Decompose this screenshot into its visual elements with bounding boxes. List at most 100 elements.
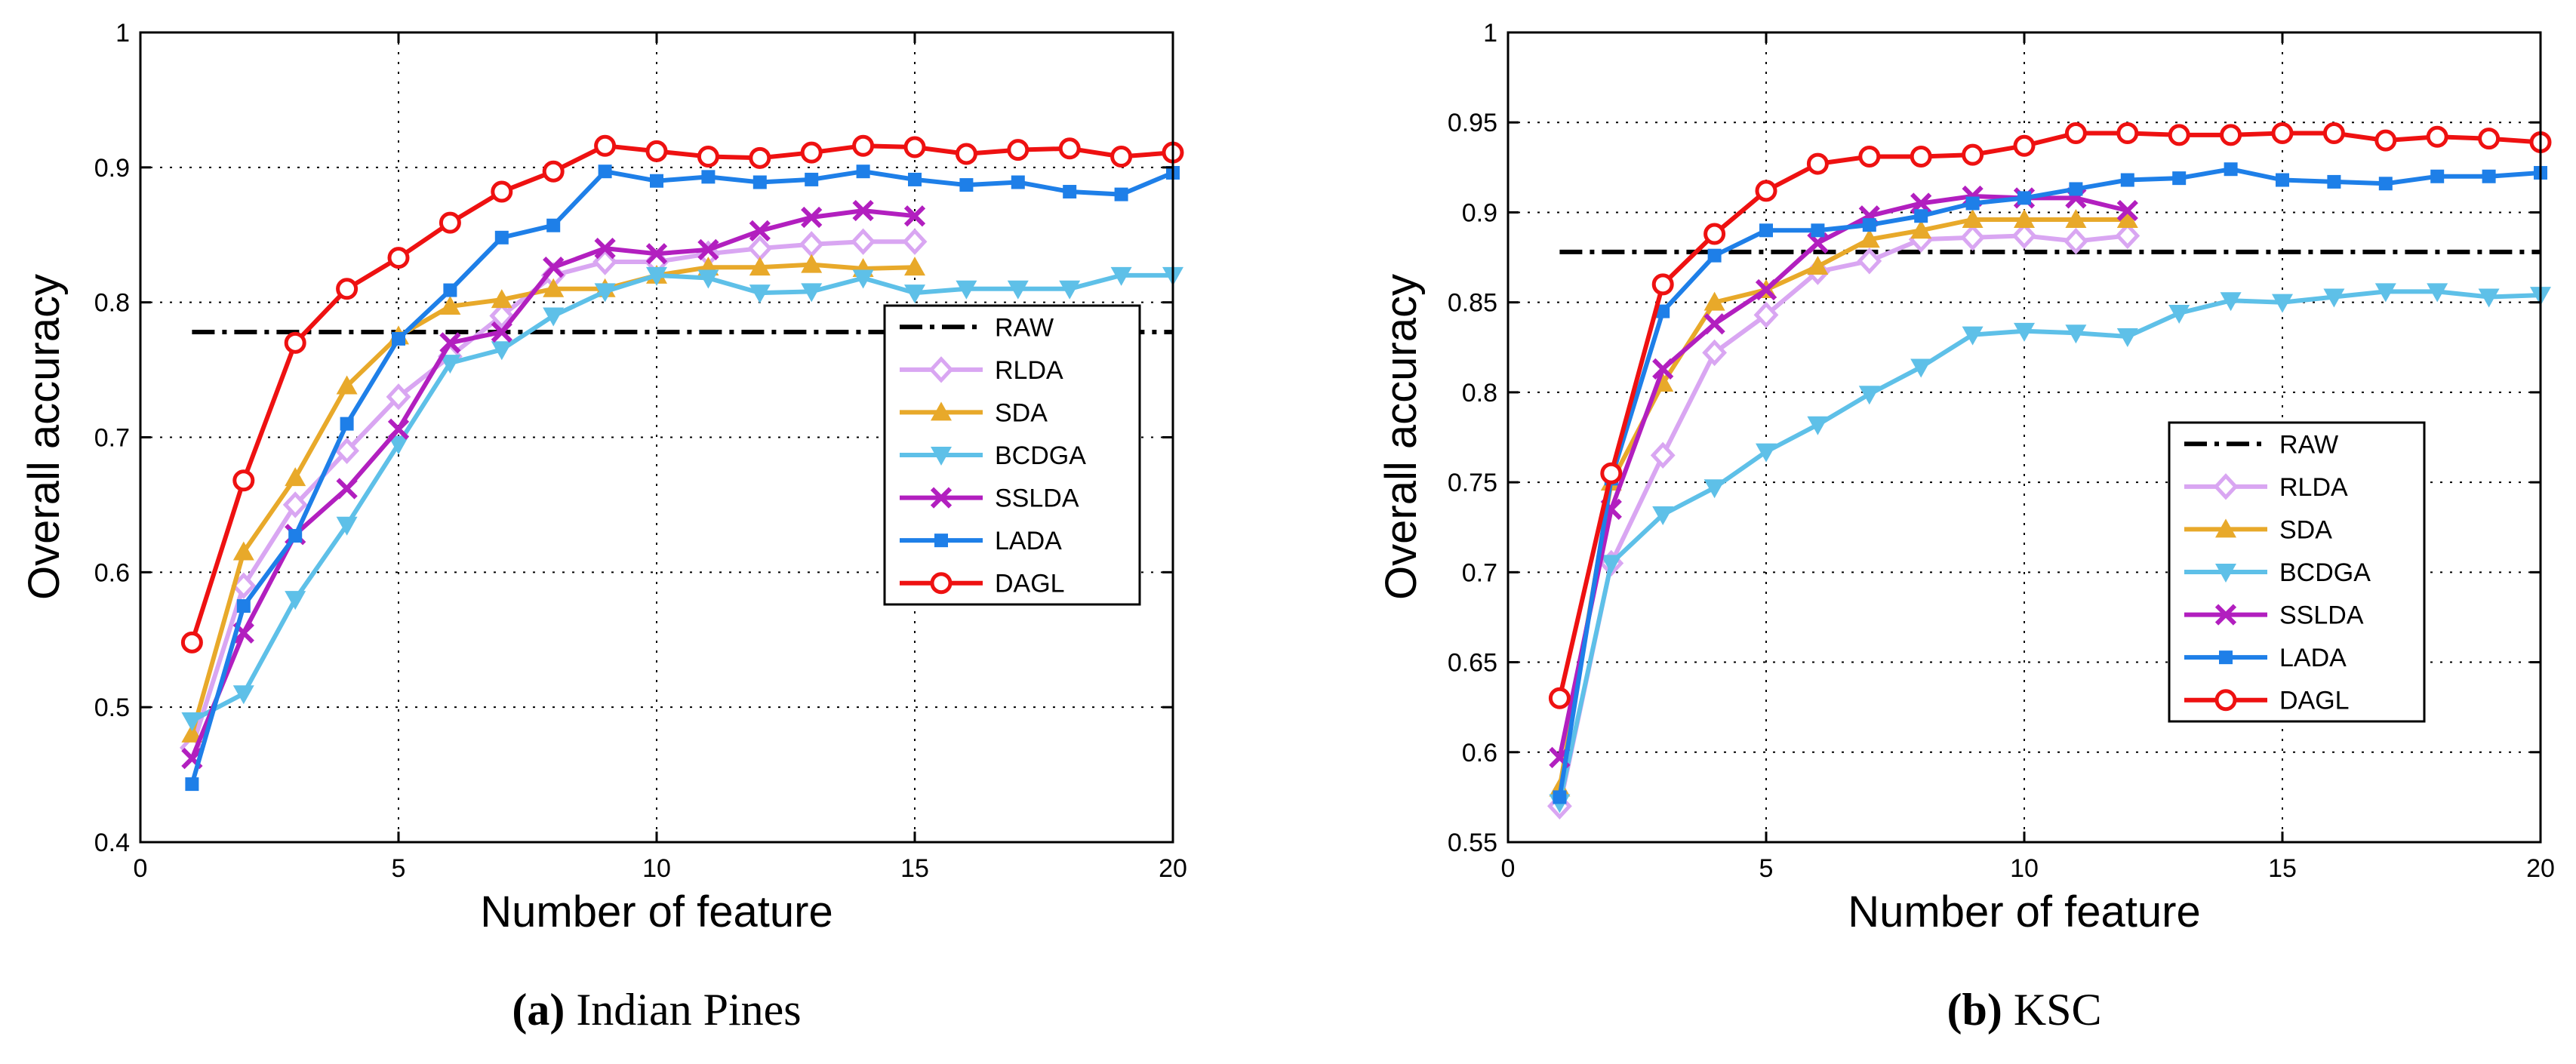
y-tick-label: 0.85 [1448,289,1497,318]
legend-item-bcdga: BCDGA [900,441,1086,470]
y-tick-label: 0.65 [1448,649,1497,678]
series-bcdga-indian-pines [181,266,1183,732]
point-dagl [439,211,461,234]
y-axis-label-indian-pines: Overall accuracy [20,274,69,600]
point-sslda [1703,313,1725,335]
caption-text-indian-pines: Indian Pines [576,985,801,1035]
y-tick-label: 0.7 [94,424,130,453]
legend-label-dagl: DAGL [995,570,1065,598]
point-lada [701,170,716,184]
x-tick-label: 15 [2268,854,2297,883]
point-rlda [2115,222,2141,250]
point-bcdga [801,283,823,303]
y-tick-label: 1 [115,19,130,48]
point-lada [2224,162,2238,177]
point-sda [904,257,925,276]
point-dagl [232,469,255,492]
point-rlda [1960,224,1986,251]
point-dagl [1600,462,1623,484]
point-sslda [543,257,565,278]
legend-item-sslda: SSLDA [900,484,1079,513]
point-dagl [955,143,977,165]
y-tick-label: 0.5 [94,693,130,722]
point-sda [2065,208,2087,228]
series-lada-ksc [1553,162,2547,804]
point-sda [439,296,461,315]
point-bcdga [2116,328,2138,347]
legend-marker-lada [934,534,948,548]
point-sslda [903,205,926,227]
point-bcdga [2014,322,2035,342]
point-dagl [800,141,823,164]
legend-marker-rlda [928,356,954,383]
point-dagl [2374,129,2397,152]
point-sda [285,467,306,487]
caption-letter-indian-pines: (a) [512,985,565,1035]
point-dagl [1110,146,1133,168]
legend-item-dagl: DAGL [900,570,1065,598]
point-bcdga [285,591,306,610]
caption-indian-pines: (a) Indian Pines [512,985,801,1035]
point-lada [805,172,819,186]
point-sda [336,375,358,395]
point-lada [443,283,457,297]
point-dagl [1703,223,1726,245]
point-sda [2116,208,2138,228]
point-rlda [902,228,928,255]
series-line-sda [1557,217,2128,789]
point-bcdga [2168,304,2190,324]
point-sslda [594,238,616,260]
point-bcdga [2323,288,2345,308]
point-sslda [697,238,719,261]
series-dagl-ksc [1548,122,2552,709]
point-sslda [852,199,874,222]
point-bcdga [232,685,254,705]
point-sda [1962,208,1984,228]
y-tick-label: 0.55 [1448,829,1497,857]
x-tick-label: 5 [1759,854,1774,883]
point-lada [1553,790,1567,804]
series-sslda-indian-pines [181,199,926,770]
point-bcdga [2478,288,2500,308]
y-tick-label: 0.9 [94,154,130,183]
point-lada [2172,171,2187,186]
legend-marker-dagl [2214,689,2237,712]
series-line-lada [189,169,1174,785]
point-bcdga [1652,506,1674,526]
point-bcdga [1110,266,1132,286]
point-lada [236,599,251,613]
legend-item-lada: LADA [2184,644,2347,672]
legend-marker-sslda [930,487,953,509]
y-tick-label: 0.9 [1462,198,1497,227]
y-tick-label: 1 [1483,19,1497,48]
legend-item-sda: SDA [900,398,1048,427]
point-lada [2430,169,2445,183]
point-lada [1656,304,1670,318]
point-bcdga [1756,443,1777,463]
legend-ksc: RAW RLDA SDA BCDGA SSLDA LADA DAGL [2168,421,2426,723]
point-lada [1965,196,1980,211]
point-bcdga [904,284,925,304]
series-lada-indian-pines [185,165,1180,792]
point-bcdga [2374,283,2396,303]
point-lada [598,165,612,179]
ticks-indian-pines: 0 5 10 15 20 0.4 0.5 0.6 0.7 0.8 0.9 1 [94,19,1187,883]
legend-item-rlda: RLDA [900,356,1063,385]
legend-label-rlda: RLDA [2279,473,2348,502]
point-rlda [2063,227,2088,255]
legend-item-sda: SDA [2184,515,2332,544]
panel-indian-pines: 0 5 10 15 20 0.4 0.5 0.6 0.7 0.8 0.9 1 RAW RLDA SDA BC… [20,19,1187,1035]
series-line-bcdga [191,272,1173,723]
legend-marker-sda [931,401,952,421]
point-dagl [645,140,668,162]
ticks-ksc: 0 5 10 15 20 0.55 0.6 0.65 0.7 0.75 0.8 0.85 0.9 0.95… [1448,19,2555,883]
point-bcdga [1858,386,1880,405]
legend-label-sslda: SSLDA [2279,601,2364,630]
point-lada [340,417,354,431]
point-dagl [697,146,719,168]
legend-indian-pines: RAW RLDA SDA BCDGA SSLDA LADA DAGL [883,304,1141,606]
point-bcdga [749,284,771,304]
legend-item-dagl: DAGL [2184,687,2350,715]
x-axis-label-indian-pines: Number of feature [480,887,833,936]
